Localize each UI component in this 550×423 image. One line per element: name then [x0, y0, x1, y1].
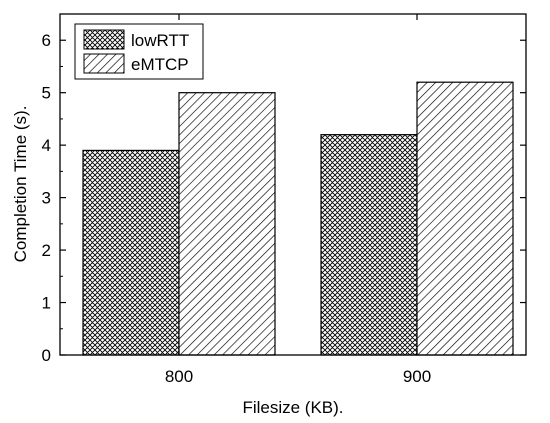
y-tick-label: 5	[42, 84, 51, 103]
y-tick-label: 2	[42, 241, 51, 260]
plot-frame	[59, 13, 527, 356]
x-axis: 800 900	[165, 14, 431, 386]
legend-label-eMTCP: eMTCP	[131, 55, 189, 74]
bar-eMTCP-800	[178, 92, 276, 356]
x-tick-label: 900	[403, 367, 431, 386]
y-axis-label: Completion Time (s).	[11, 106, 30, 263]
legend: lowRTT eMTCP	[74, 23, 204, 80]
legend-swatch-lowRTT	[83, 29, 125, 50]
bar-eMTCP-900	[416, 81, 514, 356]
y-tick-label: 6	[42, 31, 51, 50]
bar-lowRTT-900	[320, 134, 418, 356]
y-axis: 0 1 2 3 4 5 6	[42, 31, 526, 365]
bars-group	[82, 81, 514, 356]
legend-swatch-eMTCP	[83, 53, 125, 74]
legend-label-lowRTT: lowRTT	[131, 31, 189, 50]
y-tick-label: 4	[42, 136, 51, 155]
y-tick-label: 0	[42, 346, 51, 365]
bar-lowRTT-800	[82, 149, 180, 356]
x-tick-label: 800	[165, 367, 193, 386]
x-axis-label: Filesize (KB).	[242, 398, 343, 417]
y-tick-label: 1	[42, 294, 51, 313]
y-tick-label: 3	[42, 189, 51, 208]
